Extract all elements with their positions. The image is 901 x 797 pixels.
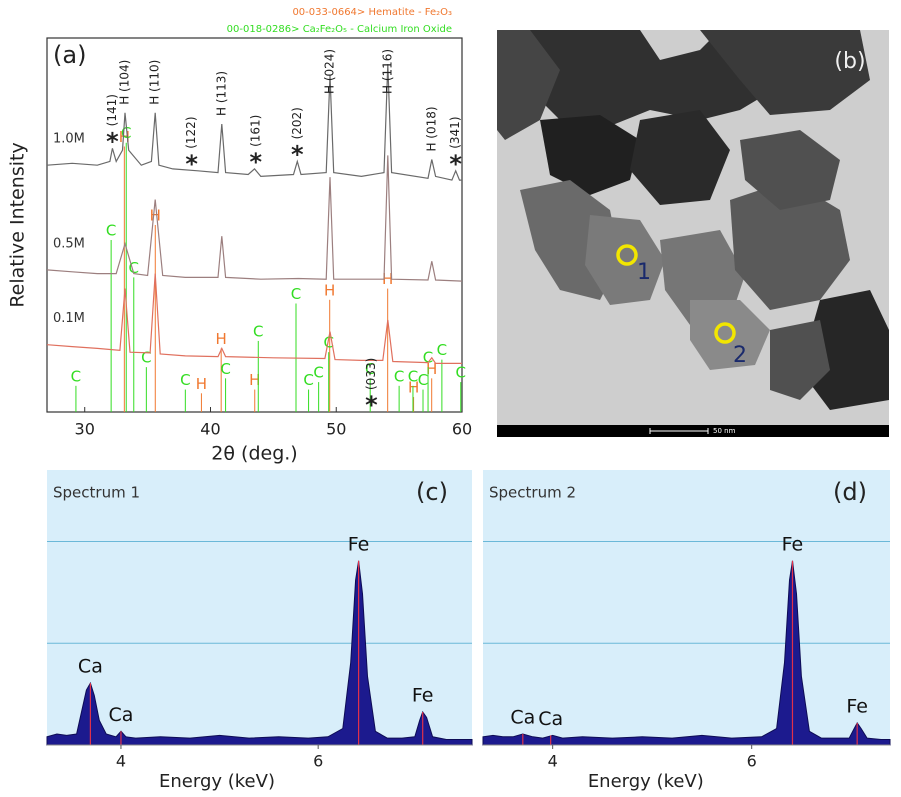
reference-marker: C bbox=[129, 259, 139, 277]
y-axis-label: Relative Intensity bbox=[7, 142, 29, 307]
reference-marker: C bbox=[437, 341, 447, 359]
reference-marker: H bbox=[119, 128, 130, 146]
trace bbox=[46, 64, 462, 181]
point-label: 1 bbox=[637, 260, 651, 285]
reference-marker: H bbox=[150, 207, 161, 225]
reference-marker: H bbox=[426, 360, 437, 378]
peak-symbol: * bbox=[449, 150, 462, 178]
peak-label: H (024) bbox=[322, 49, 336, 94]
peak-label: (033) bbox=[364, 358, 378, 390]
reference-marker: H bbox=[196, 375, 207, 393]
panel-label: (b) bbox=[834, 49, 865, 74]
reference-marker: H bbox=[249, 371, 260, 389]
reference-marker: C bbox=[323, 334, 333, 352]
reference-marker: C bbox=[106, 221, 116, 239]
reference-marker: C bbox=[423, 349, 433, 367]
reference-marker: C bbox=[456, 364, 466, 382]
x-axis-label: Energy (keV) bbox=[588, 771, 704, 792]
reference-marker: C bbox=[71, 367, 81, 385]
x-tick-label: 4 bbox=[116, 752, 126, 771]
spectrum bbox=[482, 560, 891, 746]
x-tick-label: 50 bbox=[326, 420, 346, 439]
legend-entry: 00-033-0664> Hematite - Fe₂O₃ bbox=[292, 7, 452, 18]
peak-label: Fe bbox=[846, 696, 868, 718]
peak-label: H (104) bbox=[117, 60, 131, 105]
panel-label: (c) bbox=[416, 478, 448, 506]
reference-marker: C bbox=[253, 322, 263, 340]
x-tick-label: 60 bbox=[452, 420, 472, 439]
series-label: 0.5M bbox=[53, 236, 85, 251]
panel-label: (a) bbox=[53, 41, 86, 69]
reference-marker: C bbox=[418, 371, 428, 389]
trace bbox=[46, 273, 462, 364]
x-tick-label: 4 bbox=[548, 752, 558, 771]
peak-label: Fe bbox=[348, 533, 370, 555]
peak-symbol: * bbox=[185, 150, 198, 178]
peak-label: Ca bbox=[510, 707, 535, 729]
trace bbox=[46, 155, 463, 282]
chart-title: Spectrum 2 bbox=[489, 484, 576, 502]
x-tick-label: 30 bbox=[75, 420, 95, 439]
peak-label: H (110) bbox=[148, 60, 162, 105]
x-axis-label: Energy (keV) bbox=[159, 771, 275, 792]
x-axis-label: 2θ (deg.) bbox=[211, 443, 297, 465]
reference-marker: C bbox=[313, 364, 323, 382]
peak-label: Fe bbox=[782, 533, 804, 555]
peak-label: H (116) bbox=[380, 49, 394, 94]
reference-marker: H bbox=[216, 330, 227, 348]
reference-marker: H bbox=[408, 379, 419, 397]
peak-label: Ca bbox=[78, 656, 103, 678]
peak-label: (141) bbox=[105, 94, 119, 126]
peak-label: Ca bbox=[538, 708, 563, 730]
reference-marker: C bbox=[303, 371, 313, 389]
scale-bar-label: 50 nm bbox=[713, 427, 736, 435]
chart-title: Spectrum 1 bbox=[53, 484, 140, 502]
reference-marker: C bbox=[394, 367, 404, 385]
reference-marker: C bbox=[180, 371, 190, 389]
peak-label: Fe bbox=[412, 685, 434, 707]
reference-marker: C bbox=[141, 349, 151, 367]
point-label: 2 bbox=[733, 343, 747, 368]
reference-marker: H bbox=[382, 270, 393, 288]
reference-marker: C bbox=[365, 360, 375, 378]
series-label: 1.0M bbox=[53, 132, 85, 147]
plot-background bbox=[483, 470, 890, 745]
legend-entry: 00-018-0286> Ca₂Fe₂O₅ - Calcium Iron Oxi… bbox=[227, 24, 452, 35]
peak-label: H (018) bbox=[424, 106, 438, 151]
x-tick-label: 6 bbox=[747, 752, 757, 771]
peak-label: (161) bbox=[248, 115, 262, 147]
reference-marker: C bbox=[291, 285, 301, 303]
panel-label: (d) bbox=[833, 478, 867, 506]
peak-symbol: * bbox=[291, 140, 304, 168]
reference-marker: H bbox=[324, 281, 335, 299]
series-label: 0.1M bbox=[53, 311, 85, 326]
reference-marker: C bbox=[408, 367, 418, 385]
peak-label: H (113) bbox=[214, 71, 228, 116]
peak-symbol: * bbox=[249, 148, 262, 176]
reference-marker: C bbox=[220, 360, 230, 378]
peak-label: Ca bbox=[108, 704, 133, 726]
peak-symbol: * bbox=[365, 391, 378, 419]
x-tick-label: 6 bbox=[313, 752, 323, 771]
peak-symbol: * bbox=[106, 127, 119, 155]
peak-label: (122) bbox=[184, 116, 198, 148]
tem-image: (b) 1 2 50 nm bbox=[497, 30, 889, 437]
peak-label: (341) bbox=[448, 116, 462, 148]
spectrum bbox=[46, 560, 473, 746]
peak-label: (202) bbox=[290, 107, 304, 139]
plot-background bbox=[47, 470, 472, 745]
x-tick-label: 40 bbox=[200, 420, 220, 439]
reference-marker: C bbox=[121, 124, 131, 142]
